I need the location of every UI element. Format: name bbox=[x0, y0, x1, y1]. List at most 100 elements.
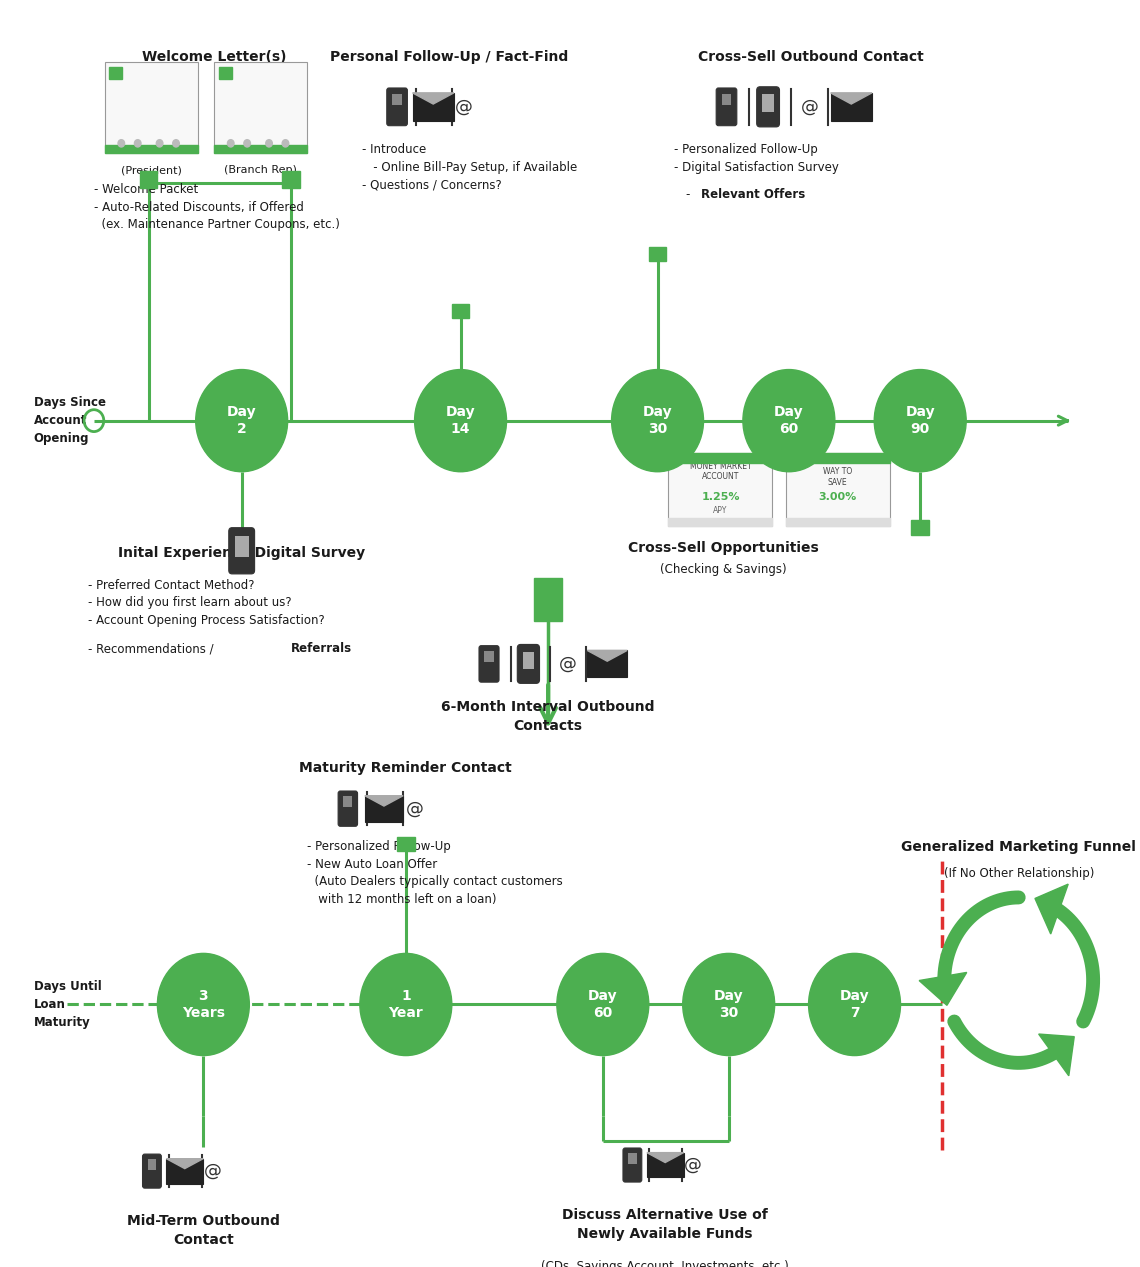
Circle shape bbox=[808, 953, 901, 1055]
Circle shape bbox=[874, 370, 967, 471]
Circle shape bbox=[244, 139, 251, 147]
Polygon shape bbox=[587, 650, 627, 661]
Circle shape bbox=[556, 953, 649, 1055]
Text: Relevant Offers: Relevant Offers bbox=[701, 189, 806, 201]
FancyBboxPatch shape bbox=[722, 94, 732, 105]
Text: Day
30: Day 30 bbox=[714, 990, 743, 1020]
FancyBboxPatch shape bbox=[392, 94, 402, 105]
Text: Mid-Term Outbound
Contact: Mid-Term Outbound Contact bbox=[127, 1214, 279, 1247]
Text: Cross-Sell Opportunities: Cross-Sell Opportunities bbox=[628, 541, 819, 555]
Bar bbox=[912, 521, 929, 535]
FancyBboxPatch shape bbox=[479, 646, 499, 682]
Text: -: - bbox=[686, 189, 694, 201]
Text: Days Until
Loan
Maturity: Days Until Loan Maturity bbox=[34, 979, 101, 1029]
Polygon shape bbox=[831, 92, 872, 104]
Circle shape bbox=[611, 370, 703, 471]
FancyBboxPatch shape bbox=[668, 454, 773, 527]
FancyBboxPatch shape bbox=[646, 1153, 684, 1177]
Text: Welcome Letter(s): Welcome Letter(s) bbox=[142, 49, 286, 63]
Bar bbox=[649, 247, 666, 261]
FancyBboxPatch shape bbox=[365, 796, 404, 821]
Text: (If No Other Relationship): (If No Other Relationship) bbox=[944, 867, 1094, 881]
Bar bbox=[140, 171, 157, 189]
Polygon shape bbox=[413, 92, 454, 104]
Bar bbox=[109, 67, 122, 79]
Text: Discuss Alternative Use of
Newly Available Funds: Discuss Alternative Use of Newly Availab… bbox=[562, 1207, 768, 1240]
Bar bbox=[785, 454, 889, 464]
Text: Day
14: Day 14 bbox=[446, 405, 475, 436]
Text: Day
30: Day 30 bbox=[643, 405, 673, 436]
Text: Cross-Sell Outbound Contact: Cross-Sell Outbound Contact bbox=[698, 49, 923, 63]
Text: Maturity Reminder Contact: Maturity Reminder Contact bbox=[300, 761, 512, 775]
Text: 3.00%: 3.00% bbox=[819, 493, 856, 502]
Bar bbox=[534, 578, 562, 621]
Circle shape bbox=[743, 370, 834, 471]
Circle shape bbox=[979, 936, 1058, 1024]
Bar bbox=[668, 518, 773, 527]
Text: @: @ bbox=[559, 655, 577, 673]
Circle shape bbox=[228, 139, 234, 147]
Bar bbox=[668, 454, 773, 464]
Text: Day
90: Day 90 bbox=[905, 405, 935, 436]
Text: Day
60: Day 60 bbox=[774, 405, 804, 436]
Text: - Recommendations /: - Recommendations / bbox=[89, 642, 218, 655]
Text: A BETTER
WAY TO
SAVE: A BETTER WAY TO SAVE bbox=[820, 457, 856, 487]
Polygon shape bbox=[646, 1153, 684, 1163]
FancyBboxPatch shape bbox=[785, 454, 889, 527]
Circle shape bbox=[119, 139, 124, 147]
Circle shape bbox=[156, 139, 163, 147]
FancyBboxPatch shape bbox=[105, 62, 198, 153]
Text: Day
7: Day 7 bbox=[840, 990, 870, 1020]
Circle shape bbox=[196, 370, 287, 471]
Text: APY: APY bbox=[714, 506, 727, 514]
Text: 1
Year: 1 Year bbox=[389, 990, 423, 1020]
Text: (Branch Rep): (Branch Rep) bbox=[225, 165, 298, 175]
Bar bbox=[105, 144, 198, 153]
FancyBboxPatch shape bbox=[518, 645, 539, 683]
Text: Day
2: Day 2 bbox=[227, 405, 256, 436]
Text: MONEY MARKET
ACCOUNT: MONEY MARKET ACCOUNT bbox=[690, 462, 751, 481]
Polygon shape bbox=[1035, 884, 1068, 934]
FancyBboxPatch shape bbox=[343, 797, 352, 807]
FancyBboxPatch shape bbox=[757, 86, 780, 127]
Text: - Personalized Follow-Up
- New Auto Loan Offer
  (Auto Dealers typically contact: - Personalized Follow-Up - New Auto Loan… bbox=[308, 840, 563, 906]
FancyBboxPatch shape bbox=[622, 1148, 642, 1182]
FancyBboxPatch shape bbox=[214, 62, 308, 153]
Polygon shape bbox=[365, 796, 404, 806]
FancyBboxPatch shape bbox=[413, 92, 454, 120]
FancyBboxPatch shape bbox=[587, 650, 627, 678]
Text: - Welcome Packet
- Auto-Related Discounts, if Offered
  (ex. Maintenance Partner: - Welcome Packet - Auto-Related Discount… bbox=[93, 184, 340, 232]
Text: 3
Years: 3 Years bbox=[182, 990, 225, 1020]
FancyBboxPatch shape bbox=[147, 1159, 156, 1169]
Circle shape bbox=[415, 370, 506, 471]
Text: 6-Month Interval Outbound
Contacts: 6-Month Interval Outbound Contacts bbox=[441, 701, 654, 734]
Circle shape bbox=[360, 953, 451, 1055]
Text: @: @ bbox=[204, 1162, 221, 1180]
Text: @: @ bbox=[455, 98, 473, 115]
Text: Days Since
Account
Opening: Days Since Account Opening bbox=[34, 397, 106, 445]
Text: @: @ bbox=[406, 799, 424, 817]
Bar bbox=[283, 171, 300, 189]
Circle shape bbox=[157, 953, 250, 1055]
Text: @: @ bbox=[800, 98, 819, 115]
Text: Day
60: Day 60 bbox=[588, 990, 618, 1020]
Text: @: @ bbox=[684, 1156, 702, 1175]
Text: 1.25%: 1.25% bbox=[701, 493, 740, 502]
Text: Generalized Marketing Funnel: Generalized Marketing Funnel bbox=[902, 840, 1137, 854]
Bar bbox=[214, 144, 308, 153]
Text: Referrals: Referrals bbox=[291, 642, 352, 655]
Text: - Introduce
   - Online Bill-Pay Setup, if Available
- Questions / Concerns?: - Introduce - Online Bill-Pay Setup, if … bbox=[363, 143, 577, 191]
Circle shape bbox=[283, 139, 288, 147]
Polygon shape bbox=[919, 973, 967, 1005]
Bar bbox=[219, 67, 231, 79]
FancyBboxPatch shape bbox=[523, 651, 534, 669]
FancyBboxPatch shape bbox=[484, 651, 494, 663]
FancyBboxPatch shape bbox=[763, 94, 774, 113]
FancyBboxPatch shape bbox=[339, 791, 358, 826]
Bar bbox=[451, 304, 470, 318]
FancyBboxPatch shape bbox=[235, 536, 249, 557]
Circle shape bbox=[173, 139, 179, 147]
Circle shape bbox=[266, 139, 272, 147]
FancyBboxPatch shape bbox=[716, 87, 736, 125]
FancyBboxPatch shape bbox=[386, 87, 407, 125]
